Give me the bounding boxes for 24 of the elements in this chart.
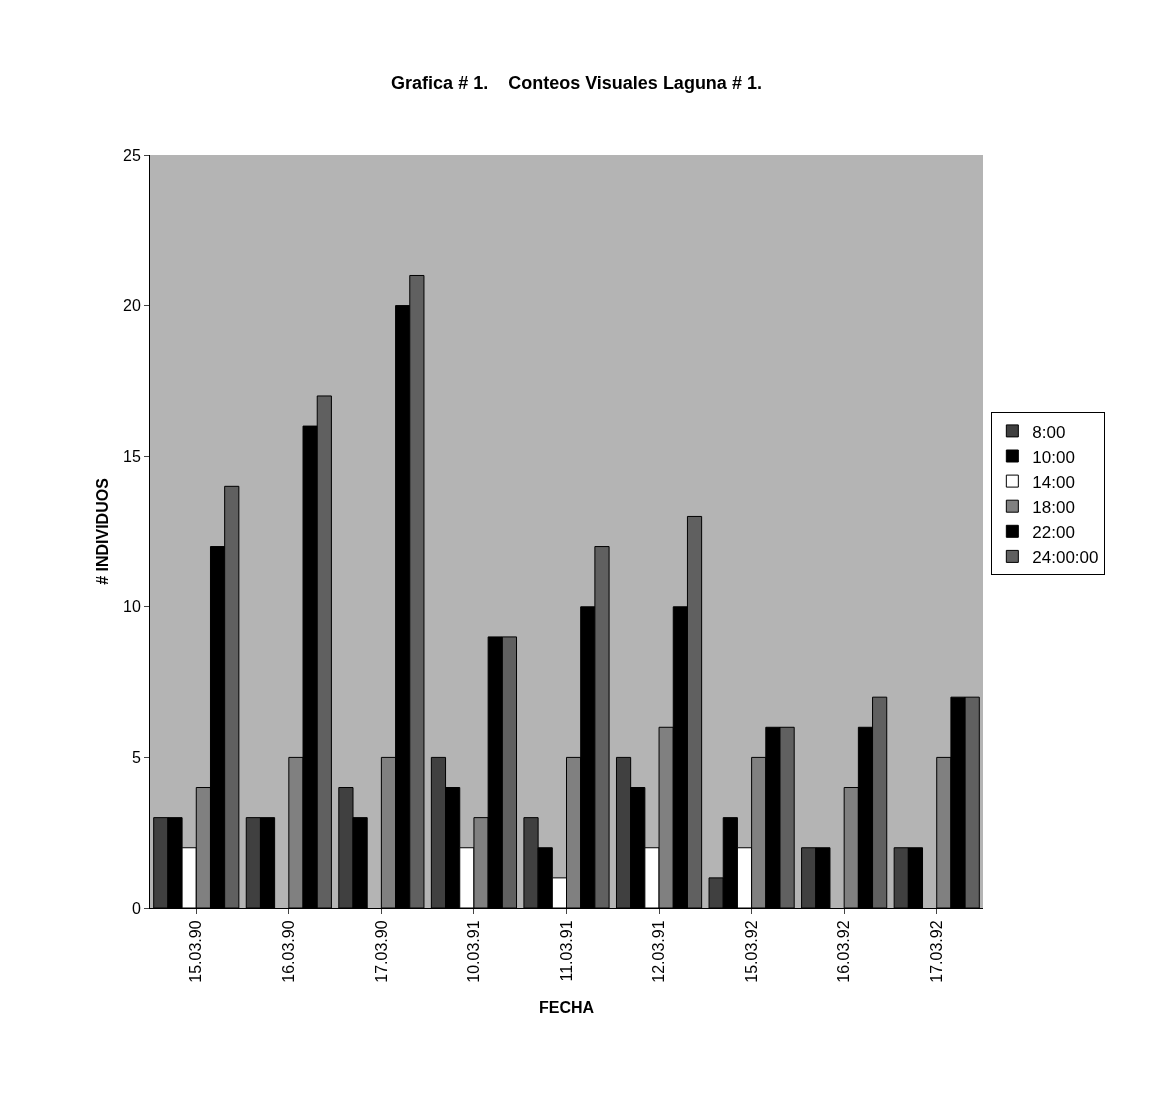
x-tick-label: 16.03.90 [280,920,298,983]
legend-label: 24:00:00 [1032,548,1099,568]
y-axis-title: # INDIVIDUOS [94,477,111,585]
x-tick-label: 12.03.91 [650,920,668,983]
y-tick-label: 20 [123,297,141,315]
x-tick-label: 15.03.90 [187,920,205,983]
y-tick-label: 0 [131,899,141,917]
y-tick-label: 10 [123,598,141,616]
legend-label: 18:00 [1032,497,1075,517]
legend-label: 10:00 [1032,447,1075,467]
y-tick-label: 15 [123,447,141,465]
y-tick-label: 5 [131,749,141,766]
legend-label: 8:00 [1032,422,1066,442]
x-tick-label: 17.03.90 [372,920,390,983]
legend-label: 14:00 [1032,472,1075,492]
x-tick-label: 17.03.92 [927,920,945,983]
x-tick-label: 16.03.92 [835,920,853,983]
x-axis-title: FECHA [538,999,595,1017]
x-tick-label: 15.03.92 [742,920,760,983]
legend-label: 22:00 [1032,522,1075,542]
y-tick-label: 25 [123,146,141,164]
x-tick-label: 10.03.91 [465,920,483,983]
x-tick-label: 11.03.91 [557,920,575,982]
chart-title: Grafica # 1. Conteos Visuales Laguna # 1. [391,73,762,94]
